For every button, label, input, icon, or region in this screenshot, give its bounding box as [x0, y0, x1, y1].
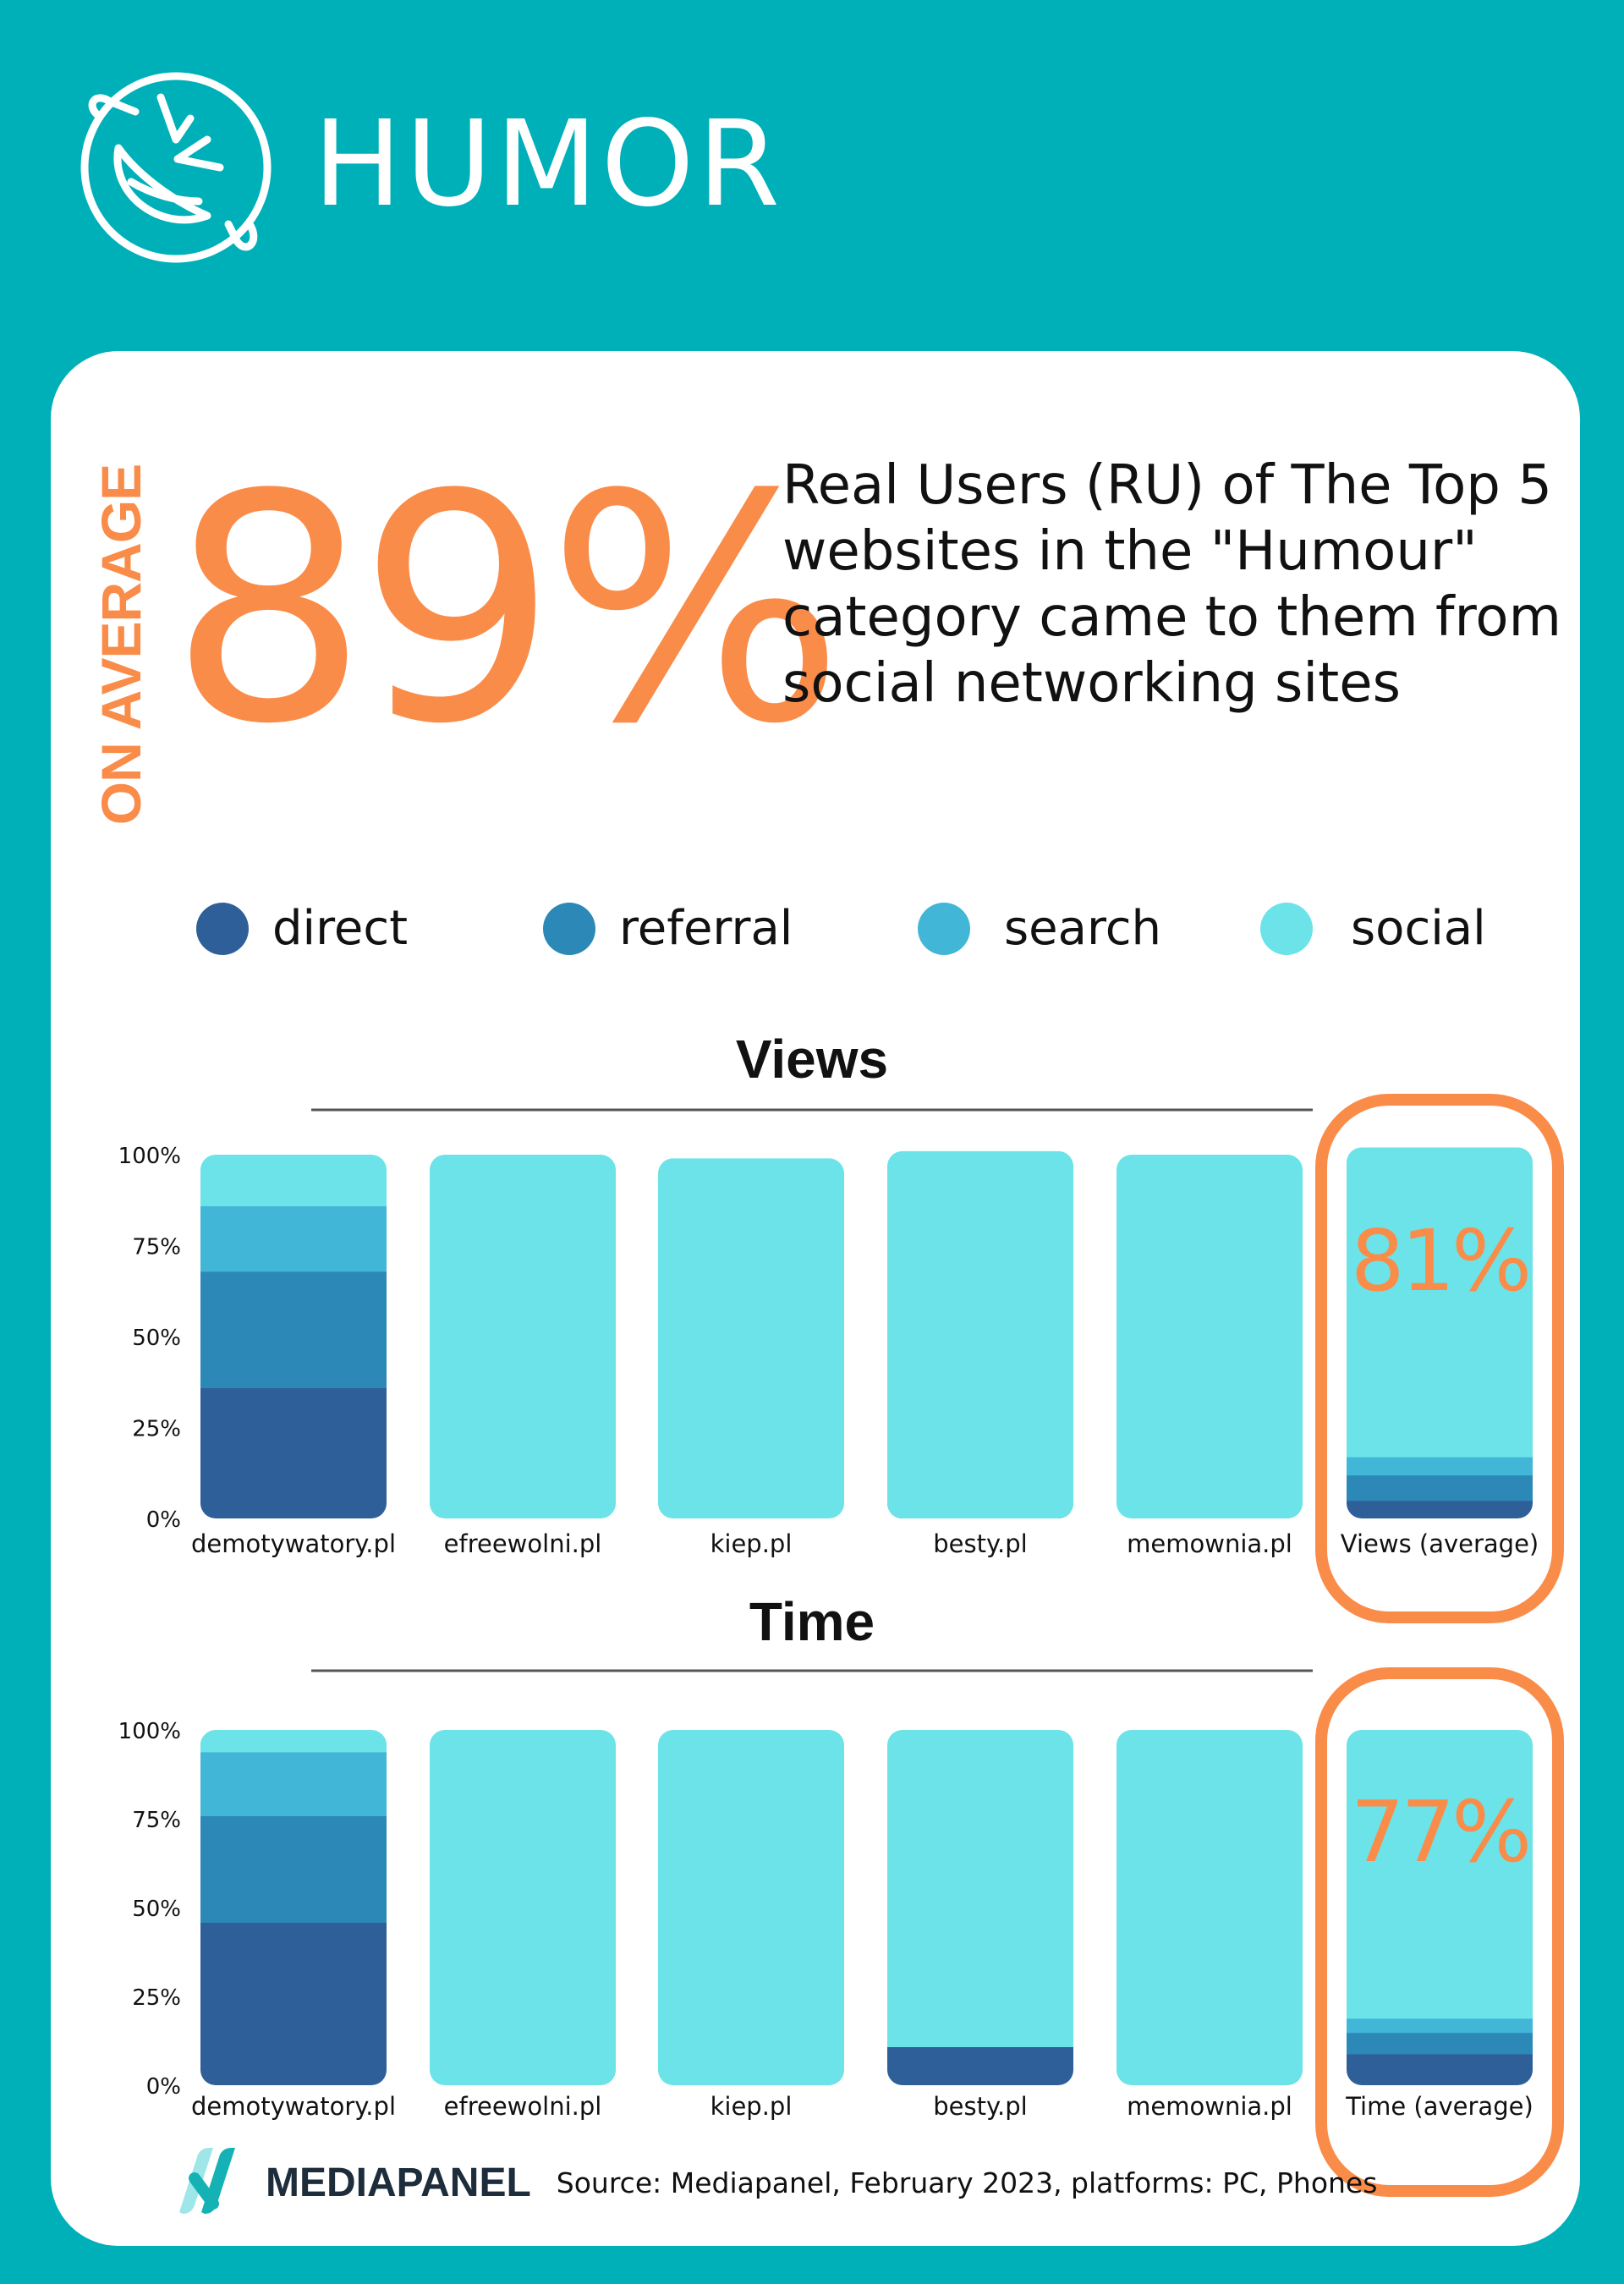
bar-stack — [200, 1155, 387, 1518]
bar-stack — [1116, 1155, 1303, 1518]
bar-segment-social — [430, 1155, 616, 1518]
category-label: efreewolni.pl — [444, 1529, 602, 1558]
bar-segment-social — [1347, 1147, 1533, 1458]
time-chart-title: Time — [749, 1591, 875, 1652]
category-label: memownia.pl — [1127, 1529, 1292, 1558]
chart-legend: direct referral search social — [0, 884, 1624, 969]
bar-segment-referral — [200, 1256, 387, 1388]
bar-segment-social — [1116, 1155, 1303, 1518]
y-tick-label: 50% — [132, 1897, 181, 1922]
category-label: demotywatory.pl — [191, 1529, 396, 1558]
footer: MEDIAPANEL Source: Mediapanel, February … — [161, 2148, 1378, 2214]
header: HUMOR — [59, 59, 783, 271]
page-title: HUMOR — [313, 96, 784, 233]
y-tick-label: 50% — [132, 1326, 181, 1351]
legend-swatch — [196, 902, 249, 955]
legend-swatch — [543, 902, 595, 955]
bar-segment-direct — [200, 1373, 387, 1518]
big-percentage: 89% — [169, 429, 844, 793]
bar-segment-direct — [200, 1908, 387, 2085]
bar-segment-social — [887, 1150, 1073, 1518]
legend-swatch — [1260, 902, 1313, 955]
y-tick-label: 100% — [118, 1719, 181, 1744]
category-label: memownia.pl — [1127, 2092, 1292, 2121]
bar-segment-social — [658, 1158, 844, 1519]
legend-item-direct: direct — [196, 901, 408, 956]
bar-stack — [887, 1730, 1073, 2085]
bar-segment-social — [887, 1730, 1073, 2047]
bar-stack — [430, 1155, 616, 1518]
laughing-face-icon — [80, 72, 272, 263]
category-label: kiep.pl — [710, 1529, 793, 1558]
bar-stack — [1347, 1147, 1533, 1519]
y-tick-label: 0% — [146, 1507, 181, 1533]
y-tick-label: 75% — [132, 1235, 181, 1260]
y-tick-label: 0% — [146, 2074, 181, 2100]
average-highlight-box — [1315, 1667, 1564, 2197]
category-label: Time (average) — [1345, 2092, 1533, 2121]
category-label: besty.pl — [933, 2092, 1027, 2121]
bar-stack — [200, 1730, 387, 2085]
legend-item-social: social — [1260, 901, 1486, 956]
source-note: Source: Mediapanel, February 2023, platf… — [556, 2166, 1378, 2199]
legend-swatch — [918, 902, 970, 955]
bar-segment-social — [1116, 1730, 1303, 2085]
mediapanel-logo-icon — [179, 2148, 235, 2214]
legend-item-referral: referral — [543, 901, 793, 956]
legend-item-search: search — [918, 901, 1161, 956]
bar-stack — [658, 1730, 844, 2085]
legend-label: direct — [272, 901, 409, 956]
category-label: Views (average) — [1341, 1529, 1539, 1558]
category-label: efreewolni.pl — [444, 2092, 602, 2121]
views-chart-title: Views — [735, 1029, 889, 1090]
bar-stack — [658, 1158, 844, 1519]
average-highlight-value: 81% — [1351, 1211, 1528, 1310]
category-label: demotywatory.pl — [191, 2092, 396, 2121]
category-label: kiep.pl — [710, 2092, 793, 2121]
bar-segment-social — [200, 1155, 387, 1206]
bar-segment-social — [658, 1730, 844, 2085]
legend-label: referral — [619, 901, 793, 956]
mediapanel-brand: MEDIAPANEL — [266, 2160, 531, 2205]
headline-text: Real Users (RU) of The Top 5 websites in… — [782, 454, 1561, 715]
bar-stack — [430, 1730, 616, 2085]
bar-segment-social — [1347, 1730, 1533, 2019]
bar-segment-referral — [200, 1801, 387, 1923]
bar-stack — [1116, 1730, 1303, 2085]
bar-stack — [887, 1150, 1073, 1518]
y-tick-label: 25% — [132, 1985, 181, 2011]
legend-label: social — [1351, 901, 1486, 956]
y-tick-label: 25% — [132, 1417, 181, 1442]
average-highlight-value: 77% — [1351, 1782, 1528, 1881]
bar-segment-social — [200, 1730, 387, 1753]
bar-stack — [1347, 1730, 1533, 2085]
category-label: besty.pl — [933, 1529, 1027, 1558]
y-tick-label: 100% — [118, 1144, 181, 1169]
bar-segment-social — [430, 1730, 616, 2085]
average-highlight-box — [1315, 1094, 1564, 1623]
y-tick-label: 75% — [132, 1808, 181, 1833]
legend-label: search — [1004, 901, 1162, 956]
